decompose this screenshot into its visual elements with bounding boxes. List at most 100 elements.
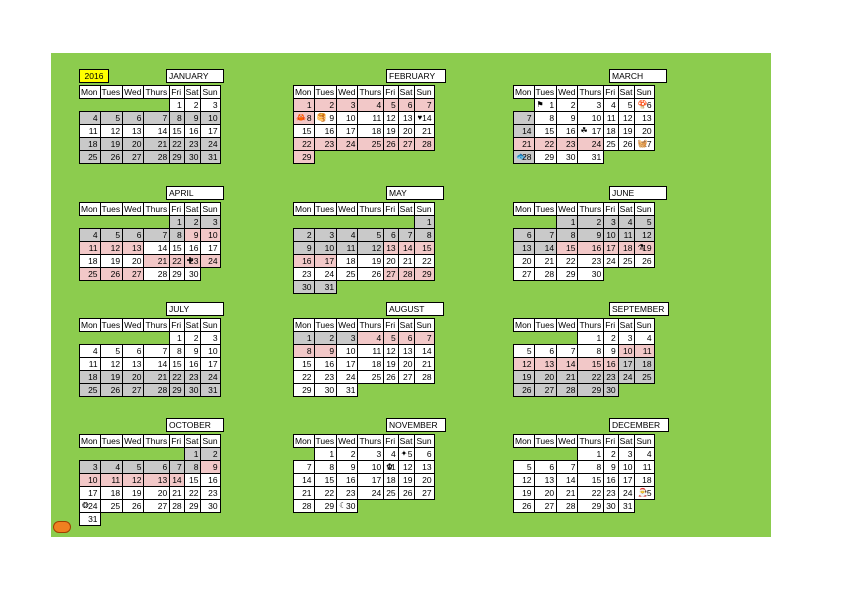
- day-cell: 1: [293, 98, 315, 112]
- day-number: 20: [386, 256, 396, 266]
- day-cell: 26: [99, 150, 124, 164]
- month-title: APRIL: [166, 186, 224, 200]
- day-number: 2: [212, 449, 218, 459]
- day-cell: 25: [79, 267, 101, 281]
- day-cell: 29: [577, 383, 605, 397]
- weekday-header: Sun: [634, 318, 655, 332]
- day-cell: 26: [397, 486, 416, 500]
- weekday-header: Wed: [122, 434, 145, 448]
- day-cell: 11: [99, 473, 124, 487]
- day-cell: 14: [143, 124, 171, 138]
- day-number: 29: [302, 152, 312, 162]
- day-number: 22: [172, 372, 182, 382]
- day-number: 26: [110, 385, 121, 395]
- day-number: 28: [157, 269, 168, 279]
- day-cell: 24: [336, 137, 359, 151]
- day-cell: 7: [414, 98, 435, 112]
- day-number: 1: [596, 449, 602, 459]
- day-number: 6: [526, 230, 532, 240]
- empty-cell: [100, 216, 123, 229]
- empty-cell: [415, 500, 434, 513]
- day-cell: 11: [634, 344, 655, 358]
- day-number: 10: [88, 475, 98, 485]
- day-number: 6: [407, 100, 413, 110]
- day-cell: 23: [313, 137, 338, 151]
- weekday-header: Sat: [183, 85, 202, 99]
- day-number: 28: [172, 501, 182, 511]
- day-number: 12: [522, 475, 532, 485]
- day-cell: 5: [99, 344, 124, 358]
- day-cell: 21: [143, 137, 171, 151]
- day-number: 12: [386, 113, 396, 123]
- day-number: 13: [642, 113, 652, 123]
- day-cell: 13: [634, 111, 655, 125]
- day-cell: 24: [617, 486, 636, 500]
- day-cell: 27: [122, 150, 145, 164]
- day-number: 22: [188, 488, 199, 498]
- day-number: 27: [422, 488, 432, 498]
- day-cell: 21: [533, 254, 558, 268]
- day-number: 31: [591, 152, 602, 162]
- day-cell: 4: [357, 331, 385, 345]
- day-cell: 9: [577, 228, 605, 242]
- day-number: 24: [591, 139, 602, 149]
- empty-cell: [415, 151, 434, 164]
- day-number: 9: [329, 346, 335, 356]
- day-number: 6: [136, 346, 142, 356]
- day-number: 16: [188, 243, 199, 253]
- day-cell: 6: [533, 344, 558, 358]
- weekday-header: Tues: [99, 202, 124, 216]
- weekday-header: Fri: [169, 202, 185, 216]
- day-cell: 15: [183, 473, 202, 487]
- day-number: 22: [302, 139, 312, 149]
- empty-cell: [100, 332, 123, 345]
- day-number: 27: [157, 501, 168, 511]
- day-cell: 29: [183, 499, 202, 513]
- day-number: 20: [132, 256, 142, 266]
- day-number: 30: [606, 501, 616, 511]
- empty-cell: [358, 500, 384, 513]
- day-cell: 27: [513, 267, 535, 281]
- day-number: 29: [324, 501, 335, 511]
- day-cell: 18: [99, 486, 124, 500]
- day-number: 25: [622, 256, 633, 266]
- day-number: 13: [132, 359, 142, 369]
- month-title: JULY: [166, 302, 224, 316]
- day-cell: 25: [603, 137, 619, 151]
- day-cell: 26: [383, 370, 399, 384]
- day-cell: 18: [603, 124, 619, 138]
- day-cell: 13: [383, 241, 399, 255]
- day-number: 26: [371, 269, 382, 279]
- day-number: 6: [136, 113, 142, 123]
- day-cell: ❂ 24: [79, 499, 101, 513]
- day-cell: 16: [603, 473, 619, 487]
- day-number: 8: [306, 113, 312, 123]
- day-cell: 22: [577, 370, 605, 384]
- weekday-header: Sat: [183, 202, 202, 216]
- day-cell: 24: [603, 254, 619, 268]
- day-cell: 19: [513, 486, 535, 500]
- day-number: 23: [606, 372, 616, 382]
- weekday-header: Tues: [533, 202, 558, 216]
- day-cell: 6: [122, 344, 145, 358]
- day-number: 15: [188, 475, 199, 485]
- day-number: 7: [306, 462, 312, 472]
- day-cell: 13: [143, 473, 171, 487]
- month-grid: Mon Tues Wed Thurs Fri Sat Sun 1 2 3 4 5 6 7 8 9 10 11 12 1…: [79, 85, 221, 164]
- day-cell: 7: [513, 111, 535, 125]
- day-cell: 2: [603, 447, 619, 461]
- weekday-header: Tues: [533, 318, 558, 332]
- day-cell: 25: [79, 150, 101, 164]
- day-cell: 28: [556, 499, 579, 513]
- day-cell: 23: [313, 370, 338, 384]
- day-cell: 27: [397, 370, 416, 384]
- day-cell: 6: [397, 98, 416, 112]
- empty-cell: [144, 99, 170, 112]
- empty-cell: [100, 99, 123, 112]
- day-number: 25: [386, 488, 396, 498]
- day-number: 30: [566, 152, 576, 162]
- day-cell: 15: [313, 473, 338, 487]
- weekday-header: Mon: [79, 318, 101, 332]
- day-cell: 4: [617, 215, 636, 229]
- day-number: 11: [346, 243, 356, 253]
